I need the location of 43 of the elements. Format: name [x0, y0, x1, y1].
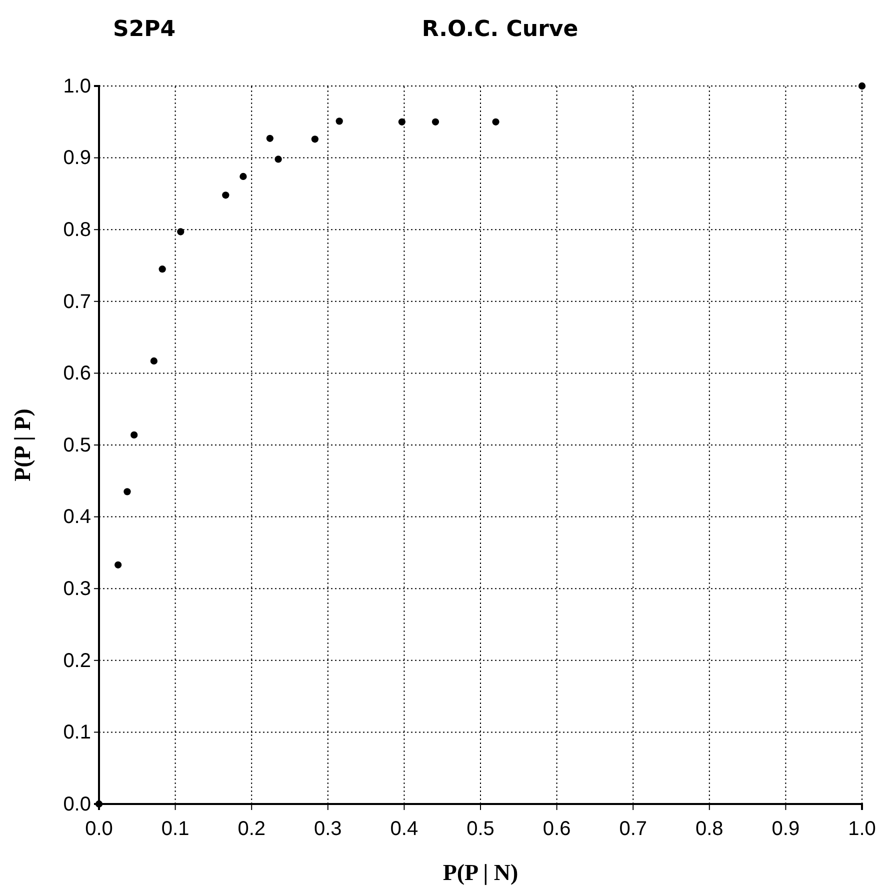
x-tick-label: 0.6	[542, 818, 571, 840]
point	[274, 156, 282, 163]
y-axis-title: P(P | P)	[10, 408, 35, 482]
y-tick-label: 0.0	[63, 793, 91, 816]
x-tick-label: 0.8	[695, 818, 724, 840]
point	[311, 136, 318, 143]
x-tick-label: 0.0	[85, 818, 113, 840]
x-tick-label: 0.7	[619, 818, 648, 840]
x-tick-label: 0.3	[314, 818, 342, 840]
point	[95, 800, 103, 808]
x-tick-label: 0.4	[390, 818, 418, 840]
point	[130, 431, 138, 439]
x-tick-label: 0.1	[161, 818, 190, 840]
y-tick-label: 0.4	[63, 506, 91, 528]
x-axis-title: P(P | N)	[442, 860, 518, 885]
point	[336, 118, 343, 125]
point	[492, 118, 500, 126]
y-tick-label: 0.9	[63, 147, 91, 170]
y-tick-label: 0.1	[63, 722, 91, 744]
y-tick-label: 0.3	[63, 578, 91, 600]
y-tick-label: 0.5	[63, 434, 91, 456]
x-tick-label: 0.2	[238, 818, 266, 840]
x-tick-label: 0.5	[466, 818, 494, 840]
point	[240, 172, 247, 180]
x-tick-label: 0.9	[772, 818, 800, 840]
point	[398, 118, 406, 126]
y-tick-label: 1.0	[63, 75, 91, 98]
chart-subtitle: S2P4	[113, 17, 176, 42]
x-tick-label: 1.0	[848, 818, 876, 840]
point	[150, 357, 158, 365]
point	[124, 488, 131, 496]
y-tick-label: 0.2	[63, 650, 91, 672]
point	[858, 82, 866, 90]
chart-title: R.O.C. Curve	[422, 17, 578, 42]
point	[222, 192, 230, 199]
y-tick-label: 0.7	[63, 290, 91, 313]
y-tick-label: 0.8	[63, 219, 91, 241]
point	[114, 561, 122, 568]
point	[432, 118, 440, 126]
point	[266, 134, 274, 142]
y-tick-label: 0.6	[63, 362, 91, 385]
point	[177, 228, 184, 236]
point	[158, 266, 166, 273]
